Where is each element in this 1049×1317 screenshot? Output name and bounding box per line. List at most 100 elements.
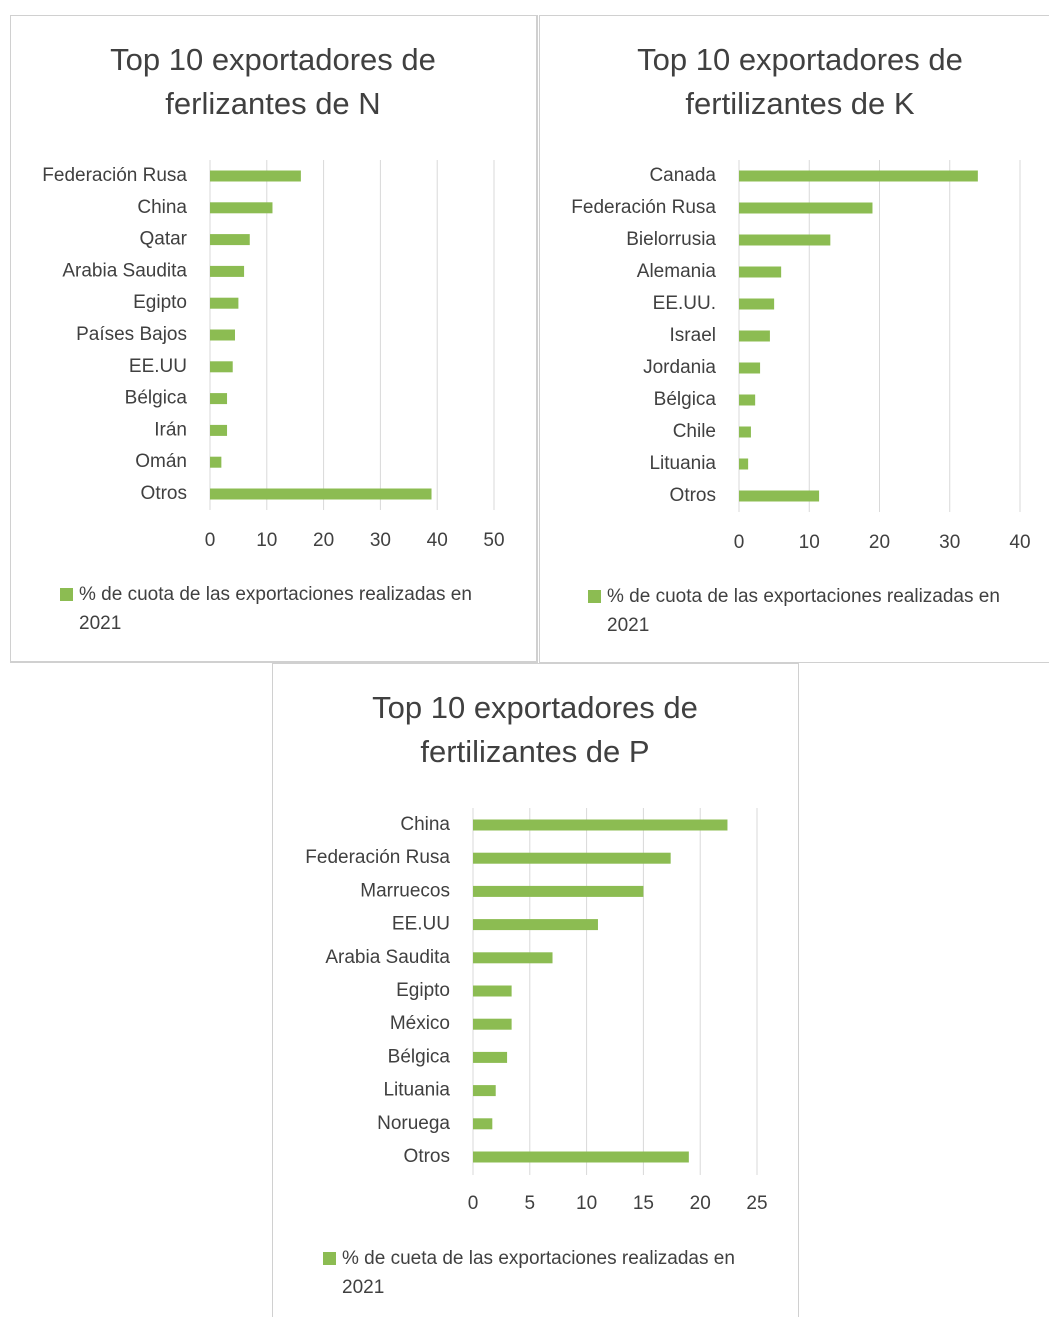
bar [739,458,749,470]
x-tick-label: 15 [633,1193,654,1214]
bar [739,170,978,182]
y-tick-label: Federación Rusa [42,165,187,186]
y-tick-label: Arabia Saudita [325,947,450,968]
y-tick-label: Otros [141,483,187,504]
y-tick-label: Lituania [649,453,716,474]
y-tick-label: China [137,197,187,218]
bar [473,1085,496,1097]
y-tick-label: Bélgica [654,389,717,410]
y-tick-label: EE.UU [129,356,187,377]
bar [473,919,598,931]
panel [539,15,1049,663]
bar [739,394,756,406]
y-tick-label: Federación Rusa [305,847,450,868]
bar [210,202,273,214]
legend-label: % de cueta de las exportaciones realizad… [342,1248,735,1298]
legend-swatch [60,588,73,601]
y-tick-label: EE.UU. [653,293,716,314]
x-tick-label: 30 [370,530,391,551]
y-tick-label: Omán [135,451,187,472]
y-tick-label: Canada [649,165,716,186]
panel [10,15,538,663]
bar [739,362,761,374]
legend-swatch [323,1252,336,1265]
x-tick-label: 5 [525,1193,536,1214]
legend: % de cueta de las exportaciones realizad… [323,1244,767,1302]
bar [473,1051,508,1063]
bar [210,234,250,246]
y-tick-label: Lituania [383,1080,450,1101]
bar [210,170,301,182]
y-tick-label: Israel [670,325,716,346]
bar [473,885,644,897]
x-tick-label: 50 [483,530,504,551]
bar [473,952,553,964]
legend-swatch [588,590,601,603]
chart-title: Top 10 exportadores de ferlizantes de N [110,42,436,121]
y-tick-label: Bélgica [388,1046,451,1067]
y-tick-label: Otros [670,485,716,506]
y-tick-label: Otros [404,1146,450,1167]
y-tick-label: México [390,1013,450,1034]
y-tick-label: EE.UU [392,914,450,935]
bar [473,1118,493,1130]
bar [210,456,222,468]
bar [473,1018,512,1030]
bar [210,265,245,277]
bar [739,330,770,342]
x-tick-label: 20 [313,530,334,551]
bar [210,329,235,341]
bar [739,266,782,278]
bar [210,393,228,405]
bar [473,985,512,997]
y-tick-label: Bélgica [125,388,188,409]
bar [739,234,831,246]
y-tick-label: Noruega [377,1113,450,1134]
legend-label: % de cuota de las exportaciones realizad… [607,586,1000,636]
x-tick-label: 10 [799,532,820,553]
chart-title: Top 10 exportadores de fertilizantes de … [637,42,963,121]
panel [272,663,799,1317]
chart-title: Top 10 exportadores de fertilizantes de … [372,690,698,769]
x-tick-label: 20 [869,532,890,553]
x-tick-label: 0 [734,532,745,553]
y-tick-label: Qatar [139,229,187,250]
y-tick-label: Países Bajos [76,324,187,345]
bar [739,298,775,310]
y-tick-label: China [400,814,450,835]
x-tick-label: 0 [205,530,216,551]
x-tick-label: 40 [1009,532,1030,553]
y-tick-label: Egipto [133,292,187,313]
bar [210,488,432,500]
bar [210,424,228,436]
x-tick-label: 40 [427,530,448,551]
y-tick-label: Irán [154,419,187,440]
y-tick-label: Federación Rusa [571,197,716,218]
bar [739,490,820,502]
bar [473,852,671,864]
y-tick-label: Chile [673,421,716,442]
legend: % de cuota de las exportaciones realizad… [588,582,1032,640]
x-tick-label: 20 [690,1193,711,1214]
bar [473,1151,689,1163]
y-tick-label: Bielorrusia [626,229,716,250]
x-tick-label: 10 [256,530,277,551]
bar [739,426,751,438]
x-tick-label: 30 [939,532,960,553]
y-tick-label: Jordania [643,357,716,378]
bar [739,202,873,214]
x-tick-label: 10 [576,1193,597,1214]
legend: % de cuota de las exportaciones realizad… [60,580,504,638]
x-tick-label: 25 [746,1193,767,1214]
bar [210,361,233,373]
y-tick-label: Marruecos [360,880,450,901]
bar [473,819,728,831]
bar [210,297,239,309]
y-tick-label: Alemania [637,261,717,282]
y-tick-label: Arabia Saudita [62,260,187,281]
y-tick-label: Egipto [396,980,450,1001]
x-tick-label: 0 [468,1193,479,1214]
legend-label: % de cuota de las exportaciones realizad… [79,584,472,634]
